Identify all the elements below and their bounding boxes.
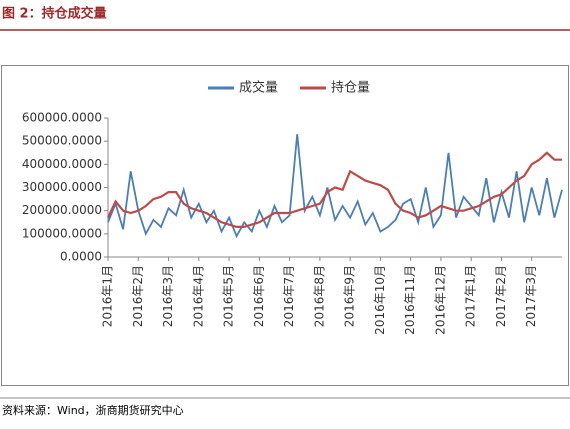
series-line — [107, 134, 563, 239]
x-tick-label: 2017年2月 — [494, 265, 508, 327]
x-tick-label: 2016年8月 — [312, 265, 326, 327]
page-title: 图 2：持仓成交量 — [2, 6, 107, 22]
x-tick-label: 2016年2月 — [131, 265, 145, 327]
x-tick-label: 2016年6月 — [252, 265, 266, 327]
series-line — [107, 151, 562, 228]
x-tick-label: 2016年11月 — [403, 265, 417, 335]
legend-label: 持仓量 — [331, 81, 370, 96]
y-tick-label: 500000.0000 — [22, 134, 102, 148]
source-note: 资料来源：Wind，浙商期货研究中心 — [2, 403, 184, 417]
x-tick-label: 2016年7月 — [282, 265, 296, 327]
x-tick-label: 2016年10月 — [373, 265, 387, 335]
y-tick-label: 300000.0000 — [22, 180, 102, 194]
y-tick-label: 400000.0000 — [22, 157, 102, 171]
x-tick-label: 2016年5月 — [222, 265, 236, 327]
x-tick-label: 2017年1月 — [464, 265, 478, 327]
y-tick-label: 200000.0000 — [22, 203, 102, 217]
chart-frame — [1, 65, 569, 386]
x-tick-label: 2016年4月 — [191, 265, 205, 327]
x-tick-label: 2016年12月 — [433, 265, 447, 335]
y-tick-label: 100000.0000 — [22, 226, 102, 240]
y-tick-label: 600000.0000 — [22, 111, 102, 125]
x-tick-label: 2016年1月 — [101, 265, 115, 327]
y-tick-label: 0.0000 — [60, 250, 102, 264]
x-tick-label: 2016年3月 — [161, 265, 175, 327]
x-tick-label: 2016年9月 — [343, 265, 357, 327]
x-tick-label: 2017年3月 — [524, 265, 538, 327]
legend-label: 成交量 — [239, 80, 278, 96]
